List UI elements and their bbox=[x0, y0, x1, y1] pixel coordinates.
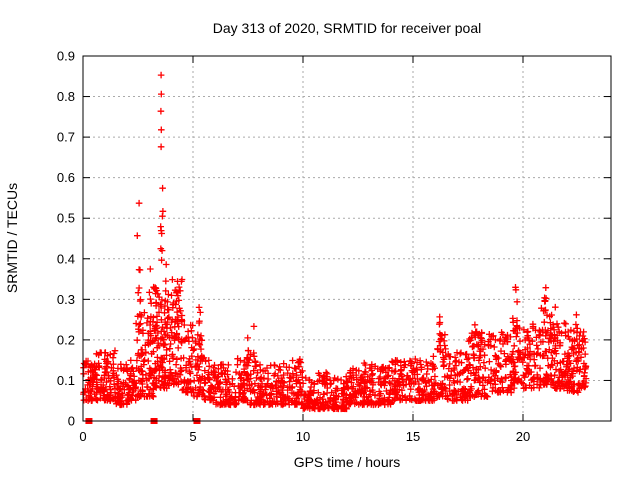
y-tick-label: 0.1 bbox=[57, 373, 75, 388]
x-tick-label: 10 bbox=[296, 429, 310, 444]
axes-frame bbox=[82, 55, 612, 422]
y-tick-label: 0.3 bbox=[57, 292, 75, 307]
y-tick-label: 0.5 bbox=[57, 211, 75, 226]
y-tick-label: 0.2 bbox=[57, 332, 75, 347]
plot-border bbox=[82, 55, 612, 422]
y-tick-label: 0.7 bbox=[57, 130, 75, 145]
y-tick-labels: 0 0.1 0.2 0.3 0.4 0.5 0.6 0.7 0.8 0.9 bbox=[57, 49, 75, 429]
y-tick-label: 0 bbox=[68, 414, 75, 429]
x-tick-labels: 0 5 10 15 20 bbox=[79, 429, 530, 444]
chart-title: Day 313 of 2020, SRMTID for receiver poa… bbox=[213, 20, 481, 36]
x-tick-label: 5 bbox=[189, 429, 196, 444]
y-tick-label: 0.4 bbox=[57, 251, 75, 266]
x-axis-label: GPS time / hours bbox=[294, 454, 401, 470]
y-tick-label: 0.8 bbox=[57, 89, 75, 104]
y-tick-label: 0.6 bbox=[57, 170, 75, 185]
x-tick-label: 0 bbox=[79, 429, 86, 444]
x-tick-label: 20 bbox=[516, 429, 530, 444]
y-axis-label: SRMTID / TECUs bbox=[4, 183, 20, 293]
y-tick-label: 0.9 bbox=[57, 49, 75, 64]
x-tick-label: 15 bbox=[406, 429, 420, 444]
scatter-markers-plus bbox=[80, 71, 590, 413]
